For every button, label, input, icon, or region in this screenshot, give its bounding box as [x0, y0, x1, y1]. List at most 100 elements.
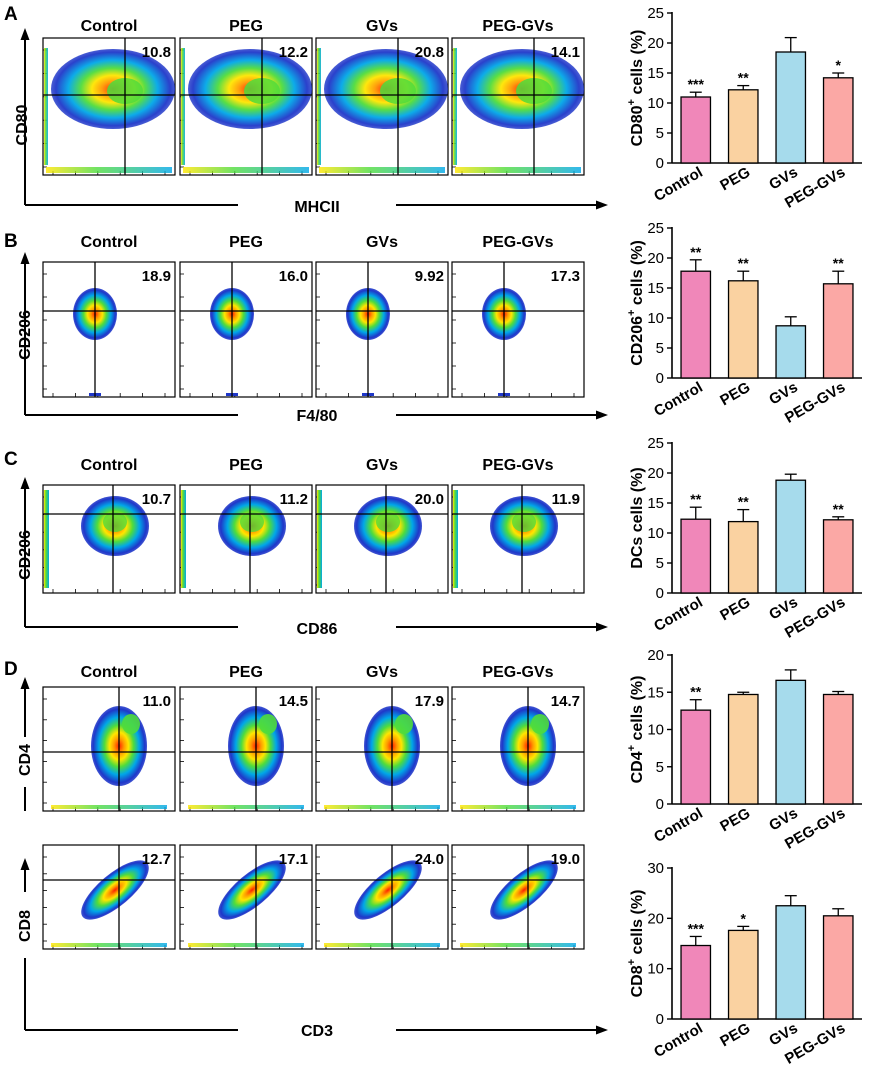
- bar-peg: [727, 280, 759, 379]
- y-tick-label: 20: [647, 465, 664, 482]
- group-title-control: Control: [81, 457, 138, 474]
- group-title-peg: PEG: [229, 18, 263, 35]
- y-axis-label-main: CD8: [629, 965, 646, 997]
- edge-events: [453, 48, 457, 165]
- cell-population-core: [122, 714, 140, 734]
- y-tick-label: 20: [647, 910, 664, 927]
- group-title-peg-gvs: PEG-GVs: [482, 457, 553, 474]
- y-axis-label-sup: +: [626, 745, 638, 751]
- significance-control: **: [690, 491, 701, 507]
- bar-gvs: [775, 51, 807, 164]
- y-tick-label: 20: [647, 250, 664, 267]
- quadrant-percentage: 12.7: [142, 851, 171, 868]
- y-tick-label: 10: [647, 722, 664, 739]
- y-axis-label-main: CD206: [629, 316, 646, 366]
- group-title-gvs: GVs: [366, 457, 398, 474]
- bar-peg: [727, 693, 759, 805]
- y-axis-label: CD206+ cells (%): [626, 240, 646, 366]
- edge-events: [317, 490, 322, 588]
- panel-letter-c: C: [4, 449, 18, 470]
- bar-control: [680, 944, 712, 1020]
- y-tick-label: 25: [647, 220, 664, 237]
- cell-population-density: [81, 860, 149, 920]
- baseline-events: [188, 943, 304, 947]
- baseline-events: [460, 943, 576, 947]
- quadrant-percentage: 16.0: [279, 268, 308, 285]
- flow-plot-peg: 11.2: [179, 484, 313, 594]
- cell-population-core: [259, 714, 277, 734]
- cell-population-core: [395, 714, 413, 734]
- group-title-control: Control: [81, 234, 138, 251]
- bar-peg-gvs: [822, 283, 854, 379]
- flow-axes-b: CD206 F4/80: [17, 252, 608, 425]
- cell-population-core: [512, 512, 536, 532]
- significance-peg: **: [738, 494, 749, 510]
- significance-peg: **: [738, 70, 749, 86]
- flow-plot-gvs: 20.8: [315, 37, 449, 176]
- y-tick-label: 10: [647, 961, 664, 978]
- bar-peg: [727, 520, 759, 594]
- quadrant-percentage: 11.0: [143, 693, 171, 710]
- bar-control: [680, 709, 712, 805]
- quadrant-percentage: 14.5: [279, 693, 308, 710]
- flow-plot-peg: 14.5: [179, 686, 313, 812]
- y-tick-label: 20: [647, 35, 664, 52]
- y-tick-label: 10: [647, 310, 664, 327]
- y-tick-label: 10: [647, 95, 664, 112]
- y-axis-label: DCs cells (%): [629, 467, 646, 568]
- y-tick-label: 25: [647, 435, 664, 452]
- x-marker-f480: F4/80: [297, 408, 338, 425]
- significance-control: ***: [688, 920, 705, 936]
- y-axis-label-main: CD4: [629, 751, 646, 783]
- y-marker-cd4: CD4: [17, 744, 34, 776]
- y-tick-label: 15: [647, 65, 664, 82]
- quadrant-percentage: 17.3: [551, 268, 580, 285]
- quadrant-percentage: 20.0: [415, 491, 444, 508]
- y-marker-cd206-b: CD206: [17, 310, 34, 360]
- cell-population-core: [531, 714, 549, 734]
- edge-events: [181, 490, 186, 588]
- cell-population-density: [490, 860, 558, 920]
- baseline-events: [455, 167, 581, 173]
- y-axis-label-rest: cells (%): [629, 30, 646, 99]
- cell-population-density: [354, 860, 422, 920]
- cell-population-core: [240, 512, 264, 532]
- quadrant-percentage: 14.1: [551, 44, 580, 61]
- quadrant-percentage: 24.0: [415, 851, 444, 868]
- bar-peg-gvs: [822, 77, 854, 164]
- flow-plot-control: 11.0: [42, 686, 176, 812]
- y-tick-label: 5: [656, 125, 664, 142]
- bar-gvs: [775, 325, 807, 379]
- plot-frame: [315, 261, 449, 398]
- y-marker-cd8: CD8: [17, 910, 34, 942]
- significance-control: **: [690, 684, 701, 700]
- bar-gvs: [775, 905, 807, 1020]
- flow-row-d-cd4: 11.0 Control 14.5 PEG 17.9 GVs 14.7 PEG-GVs: [42, 664, 585, 812]
- group-title-peg: PEG: [229, 234, 263, 251]
- group-title-peg-gvs: PEG-GVs: [482, 18, 553, 35]
- group-title-gvs: GVs: [366, 234, 398, 251]
- flow-plot-gvs: 24.0: [315, 844, 449, 950]
- flow-plot-peg-gvs: 17.3: [451, 261, 585, 398]
- y-tick-label: 10: [647, 525, 664, 542]
- flow-plot-peg-gvs: 14.1: [451, 37, 585, 176]
- y-tick-label: 0: [656, 370, 664, 387]
- cell-population-core: [103, 512, 127, 532]
- significance-peg: **: [738, 255, 749, 271]
- y-tick-label: 5: [656, 555, 664, 572]
- flow-plot-peg-gvs: 11.9: [451, 484, 585, 594]
- baseline-events: [183, 167, 309, 173]
- quadrant-percentage: 12.2: [279, 44, 308, 61]
- group-title-peg: PEG: [229, 664, 263, 681]
- significance-peg-gvs: *: [836, 57, 842, 73]
- flow-axes-c: CD206 CD86: [17, 477, 608, 638]
- flow-plot-control: 18.9: [42, 261, 176, 398]
- quadrant-percentage: 20.8: [415, 44, 444, 61]
